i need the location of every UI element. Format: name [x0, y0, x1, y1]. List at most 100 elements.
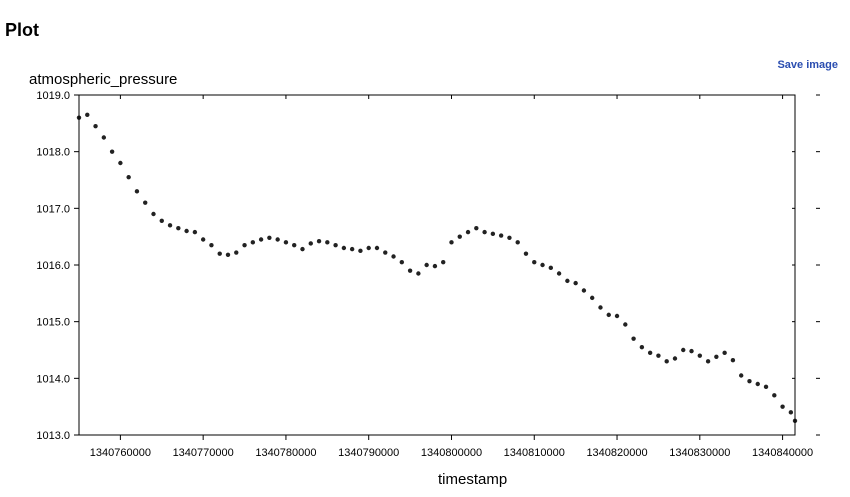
data-point — [598, 305, 603, 310]
data-point — [424, 262, 429, 268]
data-point — [755, 381, 760, 387]
data-point — [573, 280, 578, 286]
y-tick-label: 1019.0 — [36, 90, 70, 102]
data-point — [565, 278, 570, 284]
data-point — [631, 336, 636, 341]
data-point — [606, 312, 611, 318]
data-point — [366, 245, 371, 251]
x-tick-label: 1340780000 — [255, 447, 316, 459]
y-axis: 1013.0 1014.0 1015.0 1016.0 1017.0 1018.0 1019… — [36, 90, 795, 442]
data-point — [532, 259, 537, 265]
data-point — [581, 288, 587, 293]
data-point — [523, 251, 529, 256]
data-point — [490, 231, 496, 237]
data-point — [763, 384, 769, 390]
y-tick-label: 1013.0 — [36, 430, 70, 442]
data-point — [432, 263, 438, 269]
data-point — [225, 252, 231, 257]
y-tick-label: 1014.0 — [36, 373, 70, 385]
data-point — [416, 271, 421, 276]
data-point — [407, 268, 413, 273]
data-point — [482, 229, 487, 235]
data-point — [780, 404, 785, 409]
page-title: Plot — [5, 20, 39, 40]
data-point — [283, 240, 289, 245]
data-point — [101, 135, 107, 140]
data-point — [325, 240, 330, 245]
data-point — [118, 160, 123, 166]
data-point — [714, 354, 719, 359]
data-point — [697, 353, 703, 358]
data-point — [540, 262, 545, 268]
right-tick-marks — [816, 94, 820, 436]
data-point — [358, 248, 363, 254]
data-point — [184, 228, 189, 234]
data-point — [316, 239, 322, 244]
x-tick-label: 1340820000 — [586, 447, 647, 459]
data-point — [739, 373, 744, 378]
data-point — [275, 237, 280, 242]
y-tick-label: 1017.0 — [36, 203, 70, 215]
data-point — [498, 233, 504, 238]
data-point — [143, 200, 148, 205]
data-point — [333, 242, 338, 248]
data-point — [747, 378, 752, 384]
data-point — [465, 229, 471, 235]
data-point — [647, 350, 653, 356]
data-point — [556, 271, 562, 276]
data-point — [209, 242, 214, 248]
data-point — [242, 242, 247, 248]
data-point — [217, 251, 222, 256]
x-tick-label: 1340790000 — [338, 447, 399, 459]
data-point — [159, 218, 164, 223]
data-point — [515, 240, 520, 245]
data-point — [623, 322, 628, 327]
data-point — [730, 358, 736, 363]
data-point — [507, 235, 512, 240]
data-point — [788, 410, 794, 415]
x-tick-label: 1340770000 — [173, 447, 234, 459]
plot-frame — [78, 94, 796, 436]
data-point — [234, 250, 239, 255]
data-point — [134, 189, 140, 194]
data-point — [590, 295, 595, 301]
x-tick-label: 1340760000 — [90, 447, 151, 459]
data-point — [383, 250, 388, 255]
data-point — [192, 229, 198, 235]
y-tick-label: 1018.0 — [36, 147, 70, 159]
data-point — [167, 223, 173, 228]
data-point — [258, 237, 264, 242]
data-point — [689, 348, 694, 354]
x-tick-label: 1340810000 — [504, 447, 565, 459]
y-tick-label: 1015.0 — [36, 317, 70, 329]
x-tick-label: 1340830000 — [669, 447, 730, 459]
data-point — [681, 347, 686, 353]
data-point — [176, 225, 181, 231]
data-point — [250, 240, 256, 245]
data-point — [391, 254, 396, 259]
data-point — [722, 350, 727, 356]
save-image-button[interactable]: Save image — [777, 59, 838, 71]
data-point — [349, 246, 355, 252]
data-point — [441, 259, 446, 265]
data-point — [292, 242, 297, 248]
data-point — [85, 112, 90, 118]
data-point — [200, 237, 206, 242]
data-point — [639, 344, 645, 350]
data-point — [664, 359, 669, 364]
data-point — [548, 265, 554, 271]
data-point — [300, 246, 305, 252]
data-point — [772, 393, 777, 398]
x-axis-title: timestamp — [438, 471, 508, 488]
data-point — [308, 241, 313, 246]
data-point — [672, 356, 678, 361]
data-point — [399, 259, 405, 265]
data-point — [126, 174, 131, 180]
data-point — [93, 123, 98, 129]
x-tick-label: 1340800000 — [421, 447, 482, 459]
data-point — [656, 353, 661, 358]
data-point — [267, 235, 272, 240]
data-point — [705, 359, 711, 364]
data-point — [614, 313, 620, 319]
x-axis: 1340760000 1340770000 1340780000 1340790000… — [90, 95, 813, 459]
